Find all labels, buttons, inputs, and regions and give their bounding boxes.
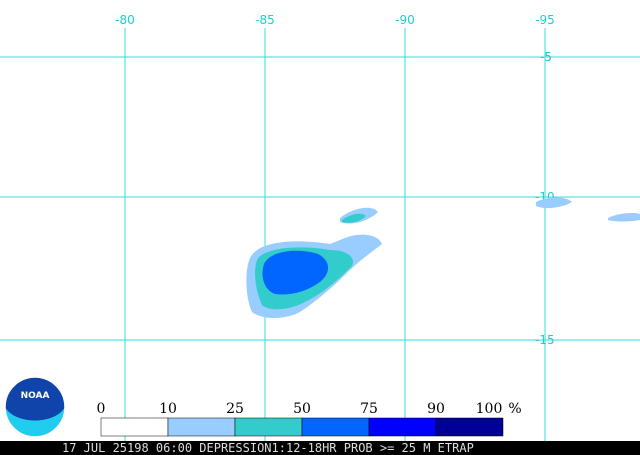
prob-area	[262, 250, 329, 295]
legend-swatch	[368, 417, 437, 437]
latitude-label: -15	[535, 333, 555, 347]
footer-text: 17 JUL 25198 06:00 DEPRESSION1:12-18HR P…	[62, 441, 474, 455]
legend-label: 10	[159, 401, 177, 417]
legend-swatch	[234, 417, 303, 437]
legend-swatch	[301, 417, 370, 437]
probability-field	[246, 197, 640, 318]
legend-label: 90	[427, 401, 445, 417]
footer-bar	[0, 441, 640, 455]
legend-label: 50	[293, 401, 311, 417]
legend-swatch	[435, 417, 504, 437]
legend-label: 75	[360, 401, 378, 417]
legend: 0 10 25 50 75 90 100%	[97, 401, 522, 437]
logo-wave	[5, 407, 65, 437]
legend-unit: %	[508, 401, 521, 417]
legend-label: 0	[97, 401, 106, 417]
legend-label: 25	[226, 401, 244, 417]
noaa-logo: NOAA	[4, 376, 66, 438]
legend-label: 100	[476, 401, 503, 417]
longitude-label: -95	[535, 13, 555, 27]
longitude-label: -90	[395, 13, 415, 27]
prob-area	[342, 213, 366, 223]
prob-area	[608, 213, 640, 222]
logo-ring	[4, 376, 66, 438]
prob-area	[536, 197, 572, 209]
logo-text: NOAA	[21, 391, 50, 401]
grid	[0, 28, 640, 441]
longitude-label: -80	[115, 13, 135, 27]
longitude-label: -85	[255, 13, 275, 27]
latitude-label: -5	[540, 50, 552, 64]
legend-swatch	[167, 417, 236, 437]
legend-swatch	[100, 417, 169, 437]
